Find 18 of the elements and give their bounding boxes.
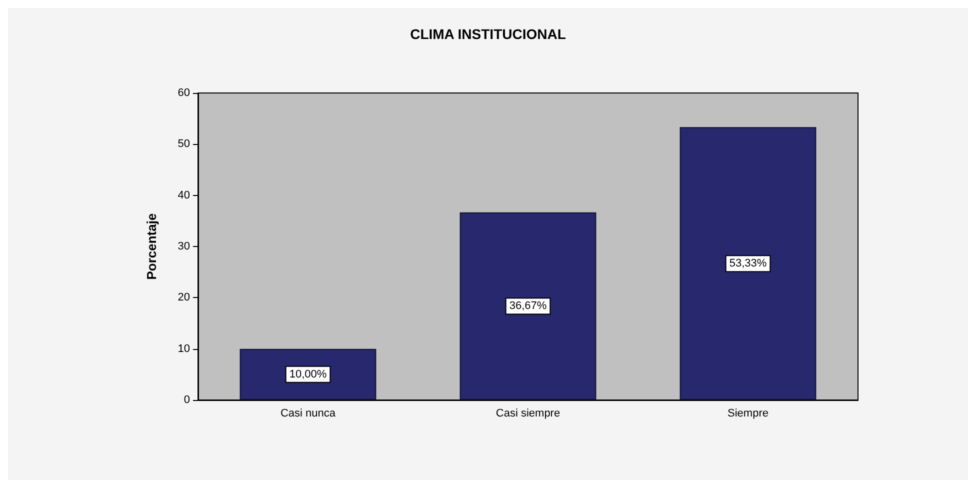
y-tick-label: 30: [178, 240, 190, 252]
data-label: 36,67%: [509, 300, 547, 312]
bar: [680, 127, 816, 400]
x-tick-label: Casi nunca: [280, 408, 336, 420]
bar: [240, 348, 376, 400]
y-tick-label: 40: [178, 189, 190, 202]
bar: [460, 212, 596, 400]
y-axis-title: Porcentaje: [144, 213, 159, 280]
data-label: 10,00%: [289, 368, 327, 380]
x-tick-label: Siempre: [728, 408, 768, 420]
y-tick-label: 50: [178, 138, 190, 150]
x-tick-label: Casi siempre: [496, 408, 560, 420]
y-tick-label: 10: [178, 342, 190, 355]
y-tick-label: 20: [178, 292, 190, 304]
chart-title: CLIMA INSTITUCIONAL: [410, 26, 566, 42]
y-tick-label: 60: [178, 87, 190, 99]
y-tick-label: 0: [184, 394, 190, 406]
data-label: 53,33%: [729, 258, 767, 270]
